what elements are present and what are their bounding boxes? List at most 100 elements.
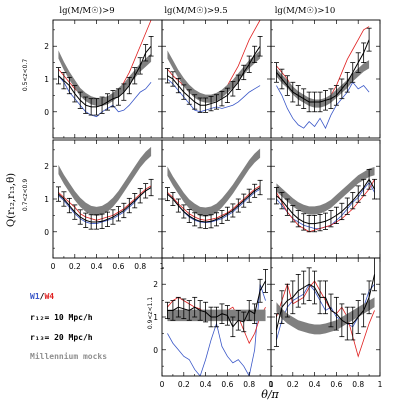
error-bar: [317, 214, 323, 232]
error-bar: [241, 64, 247, 81]
legend-mocks: Millennium mocks: [30, 351, 107, 361]
legend-r13: r₁₃= 20 Mpc/h: [30, 333, 93, 342]
error-bar: [235, 310, 241, 331]
error-bar: [252, 183, 258, 198]
panel-5: [161, 139, 272, 259]
error-bar: [99, 96, 105, 114]
error-bar: [339, 303, 345, 338]
legend-w1: W1: [30, 292, 40, 301]
svg-text:W1/W4: W1/W4: [30, 292, 54, 301]
x-tick-label: 0.2: [69, 262, 81, 271]
y-tick-label: 0: [44, 108, 49, 117]
error-bar: [279, 290, 285, 324]
error-bar: [317, 280, 323, 315]
error-bar: [361, 42, 367, 64]
panel-plot-area: [273, 258, 378, 358]
x-tick-label: 0.8: [352, 380, 364, 389]
y-tick-label: 0: [44, 228, 49, 237]
error-bar: [61, 72, 67, 90]
error-bar: [99, 213, 105, 229]
error-bar: [186, 89, 192, 105]
w1-line: [167, 78, 261, 113]
error-bar: [186, 300, 192, 321]
error-bar: [132, 193, 138, 209]
error-bar: [143, 183, 149, 199]
error-bar: [355, 52, 361, 73]
error-bar: [366, 280, 372, 315]
error-bar: [197, 214, 203, 229]
error-bar: [219, 303, 225, 324]
error-bar: [181, 204, 187, 219]
error-bar: [132, 67, 138, 85]
x-tick-label: 1: [160, 262, 165, 271]
error-bar: [339, 78, 345, 100]
error-bar: [333, 206, 339, 224]
error-bar: [344, 72, 350, 93]
y-tick-label: 1: [44, 75, 49, 84]
error-bar: [366, 27, 372, 52]
panel-plot-area: [55, 146, 154, 230]
panel-6: [270, 139, 381, 259]
panel-plot-area: [164, 148, 263, 229]
error-bar: [192, 212, 198, 227]
error-bar: [301, 88, 307, 109]
x-tick-label: 0.2: [178, 380, 190, 389]
error-bar: [306, 91, 312, 113]
error-bar: [224, 87, 230, 103]
y-tick-label: 1: [153, 313, 158, 322]
error-bar: [257, 35, 263, 57]
error-bar: [333, 296, 339, 331]
error-bar: [203, 214, 209, 229]
error-bar: [279, 68, 285, 90]
error-bar: [115, 206, 121, 222]
error-bar: [366, 169, 372, 190]
y-tick-label: 1: [44, 195, 49, 204]
x-tick-label: 0.8: [134, 262, 146, 271]
y-tick-label: 2: [44, 162, 49, 171]
column-title-2: lg(M/M☉)>9.5: [164, 5, 227, 16]
mocks-band: [58, 50, 152, 107]
error-bar: [224, 305, 230, 326]
error-bar: [94, 98, 100, 116]
panel-7: 012: [153, 257, 272, 377]
error-bar: [361, 293, 367, 328]
legend-w4: W4: [44, 292, 54, 301]
error-bar: [214, 306, 219, 328]
error-bar: [252, 303, 258, 324]
error-bar: [284, 75, 290, 96]
error-bar: [339, 202, 345, 221]
error-bar: [257, 179, 263, 196]
error-bar: [88, 98, 94, 116]
x-tick-label: 0.6: [330, 380, 342, 389]
error-bar: [88, 214, 94, 230]
error-bar: [361, 178, 367, 197]
error-bar: [344, 197, 350, 215]
error-bar: [306, 214, 312, 233]
error-bar: [219, 210, 225, 224]
error-bar: [105, 211, 110, 227]
y-tick-label: 0: [153, 346, 158, 355]
error-bar: [208, 214, 214, 229]
error-bar: [105, 93, 110, 111]
error-bar: [344, 306, 350, 341]
error-bar: [312, 91, 318, 113]
error-bar: [323, 90, 328, 111]
w4-line: [58, 20, 152, 106]
error-bar: [83, 96, 89, 114]
error-bar: [110, 209, 116, 225]
panel-3: [270, 19, 381, 139]
error-bar: [181, 298, 187, 320]
error-bar: [355, 300, 361, 334]
error-bar: [323, 212, 328, 230]
error-bar: [246, 300, 252, 321]
error-bar: [312, 270, 318, 305]
w1-line: [167, 284, 266, 376]
error-bar: [372, 258, 378, 292]
error-bar: [137, 188, 143, 204]
x-tick-label: 0.4: [200, 380, 212, 389]
error-bar: [328, 88, 334, 109]
data-line: [167, 45, 261, 106]
error-bar: [72, 204, 78, 220]
